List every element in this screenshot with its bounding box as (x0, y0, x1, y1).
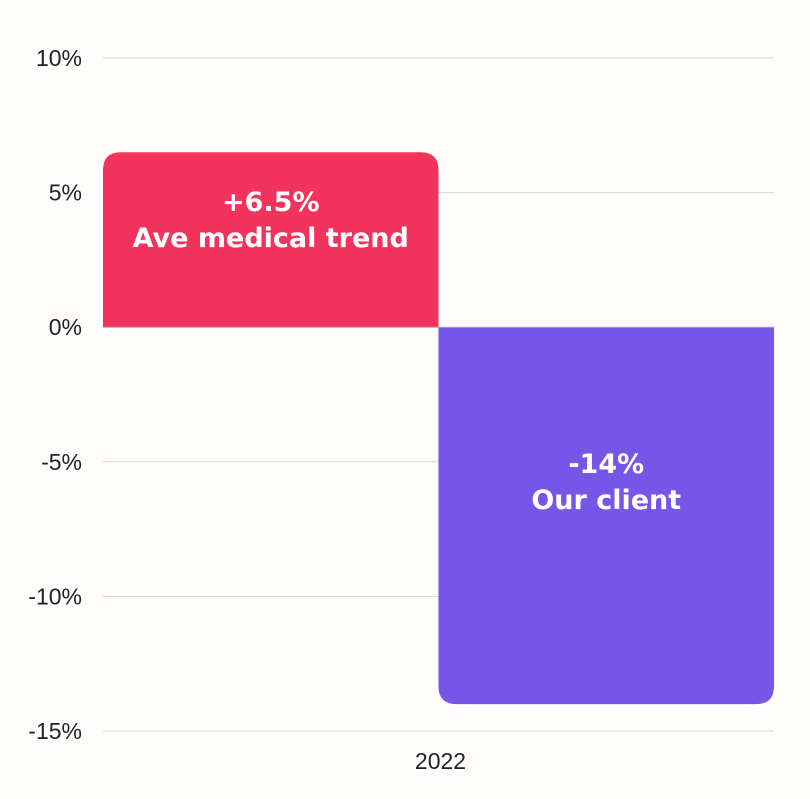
bar-value-label: -14% (568, 449, 644, 480)
x-tick-label: 2022 (415, 748, 466, 774)
x-axis-labels: 2022 (415, 748, 466, 774)
y-tick-label: 0% (49, 314, 82, 340)
bar (103, 152, 439, 328)
bar-value-label: +6.5% (222, 187, 320, 218)
bar-name-label: Ave medical trend (133, 223, 409, 254)
bars: +6.5% Ave medical trend -14% Our client (103, 152, 774, 705)
bar (438, 327, 774, 705)
bar-name-label: Our client (531, 485, 681, 516)
y-tick-label: -15% (28, 718, 82, 744)
y-tick-label: 5% (49, 180, 82, 206)
y-axis-ticks: 10% 5% 0% -5% -10% -15% (28, 45, 82, 744)
y-tick-label: -5% (41, 449, 82, 475)
y-tick-label: 10% (36, 45, 82, 71)
y-tick-label: -10% (28, 583, 82, 609)
